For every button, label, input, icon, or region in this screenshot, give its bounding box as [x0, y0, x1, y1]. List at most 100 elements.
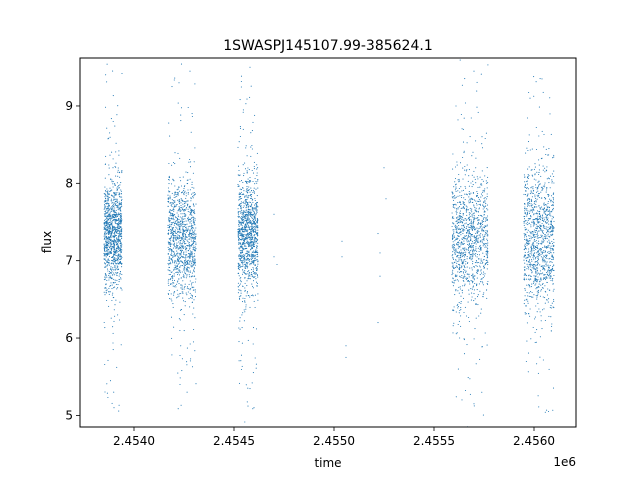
data-point [460, 315, 462, 317]
data-point [114, 265, 116, 267]
data-point [481, 241, 484, 243]
data-point [252, 408, 254, 410]
data-point [481, 184, 483, 186]
data-point [257, 167, 259, 169]
data-point [472, 276, 474, 278]
data-point [250, 146, 252, 148]
data-point [482, 245, 484, 247]
data-point [192, 221, 194, 223]
data-point [168, 278, 170, 280]
data-point [473, 219, 475, 221]
data-point [536, 206, 538, 208]
data-point [525, 236, 527, 238]
data-point [533, 234, 535, 236]
data-point [537, 193, 540, 195]
data-point [251, 224, 253, 226]
data-point [193, 239, 195, 241]
data-point [242, 187, 244, 189]
data-point [487, 283, 489, 285]
data-point [481, 195, 483, 197]
data-point [481, 262, 483, 264]
data-point [473, 199, 476, 201]
data-point [543, 133, 545, 136]
data-point [109, 220, 111, 222]
data-point [471, 288, 473, 290]
data-point [183, 203, 186, 205]
data-point [186, 200, 188, 202]
data-point [551, 325, 553, 327]
data-point [466, 262, 469, 264]
data-point [108, 252, 110, 254]
data-point [120, 202, 122, 204]
data-point [536, 267, 538, 269]
data-point [168, 266, 171, 268]
data-point [533, 224, 535, 226]
data-point [251, 254, 253, 256]
data-point [106, 127, 108, 129]
data-point [486, 251, 488, 254]
data-point [119, 240, 122, 243]
data-point [524, 185, 526, 187]
data-point [191, 261, 193, 263]
data-point [537, 234, 539, 236]
data-point [104, 247, 106, 249]
data-point [190, 240, 192, 242]
data-point [545, 210, 547, 212]
data-point [170, 224, 172, 226]
data-point [459, 288, 461, 290]
data-point [171, 209, 173, 211]
data-point [468, 212, 470, 214]
data-point [483, 213, 485, 216]
data-point [250, 249, 252, 251]
data-point [524, 186, 527, 189]
data-point [240, 292, 242, 294]
data-point [454, 207, 456, 209]
data-point [484, 226, 487, 228]
data-point [238, 203, 241, 205]
data-point [462, 272, 465, 274]
data-point [193, 255, 196, 257]
data-point [191, 366, 194, 368]
data-point [461, 242, 463, 244]
data-point [534, 223, 536, 225]
data-point [188, 283, 190, 285]
data-point [536, 246, 539, 248]
data-point [246, 206, 248, 208]
data-point [189, 166, 192, 168]
data-point [540, 320, 542, 322]
data-point [475, 241, 477, 243]
data-point [238, 221, 240, 223]
data-point [175, 217, 177, 219]
data-point [487, 242, 489, 244]
data-point [459, 276, 461, 278]
data-point [247, 387, 249, 389]
data-point [191, 253, 193, 255]
data-point [487, 209, 489, 211]
data-point [454, 203, 456, 205]
data-point [249, 242, 251, 244]
data-point [245, 201, 247, 203]
data-point [479, 262, 481, 264]
data-point [543, 259, 545, 262]
data-point [114, 315, 116, 317]
data-point [485, 132, 487, 134]
data-point [486, 224, 488, 226]
data-point [117, 214, 119, 216]
data-point [181, 284, 183, 286]
data-point [471, 258, 473, 260]
data-point [456, 217, 458, 219]
data-point [548, 368, 550, 370]
data-point [551, 226, 553, 228]
data-point [185, 251, 187, 253]
data-point [191, 234, 193, 236]
data-point [178, 262, 180, 264]
data-point [475, 200, 477, 202]
data-point [188, 255, 190, 257]
data-point [178, 219, 180, 221]
data-point [178, 231, 180, 233]
data-point [246, 263, 248, 265]
data-point [240, 193, 242, 196]
data-point [176, 189, 178, 191]
data-point [465, 249, 467, 251]
data-point [455, 311, 457, 313]
